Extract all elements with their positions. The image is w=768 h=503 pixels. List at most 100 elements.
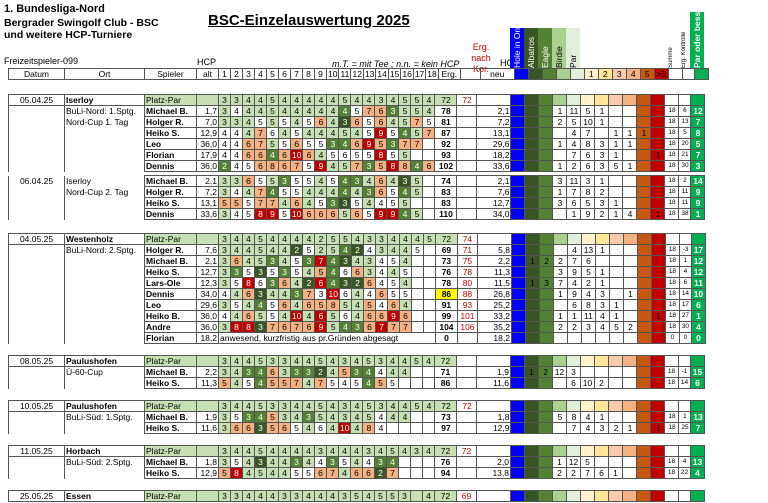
player-stat [650, 116, 666, 128]
player-stat [538, 467, 553, 479]
hole-score: 5 [398, 149, 412, 161]
hole-score: 4 [338, 467, 351, 479]
player-stat: 6 [566, 299, 582, 311]
hole-score: 4 [326, 127, 340, 139]
player-stat: 8 [566, 411, 582, 423]
player-row: Dennis 33,6 3 4 5 8 9 5 10 6 6 6 5 6 5 9 9 4 5 110 34,0 1 9 2 1 4… [8, 208, 706, 220]
player-kor: 80 [456, 277, 478, 289]
player-name: Lars-Ole [144, 277, 197, 289]
col-hole: 7 [290, 68, 303, 80]
hole-score: 5 [410, 208, 424, 220]
player-stat [622, 310, 638, 322]
player-stat [636, 186, 652, 198]
player-stat: 1 [552, 310, 568, 322]
par-sum-kor: 72 [456, 94, 478, 106]
player-stat: 9 [566, 266, 582, 278]
player-row: BuLi-Süd: 2.Sptg. Michael B. 1,8 3 5 4 3 4 4 3 4 4 3… [8, 456, 705, 468]
player-hcp: 12,9 [196, 127, 219, 139]
player-row: Nord-Cup 1. Tag Holger R. 7,0 3 3 4 5 5 5 4 5 6 4 3 6 5… [8, 116, 706, 128]
hole-score: 6 [278, 299, 291, 311]
hole-score: 4 [289, 105, 304, 117]
hole-score: 4 [266, 467, 279, 479]
player-stat [510, 105, 526, 117]
par-hole: 4 [242, 94, 255, 106]
hole-score: 2 [314, 244, 328, 256]
player-stat: 1 [524, 255, 540, 267]
hole-score: 5 [350, 197, 364, 209]
player-erg: 93 [434, 149, 458, 161]
hole-score: 3 [278, 175, 291, 187]
hole-score: 3 [242, 411, 255, 423]
par-hcp [196, 445, 219, 457]
event-place: Horbach [64, 445, 145, 457]
par-ctl [678, 233, 692, 245]
hole-score: 4 [242, 127, 255, 139]
player-stat: 13 [580, 244, 596, 256]
hole-score: 4 [302, 377, 315, 389]
player-stat [524, 456, 539, 468]
hole-score: 5 [386, 197, 400, 209]
par-summe [664, 445, 679, 457]
player-stat: 6 [580, 255, 596, 267]
hole-score: 4 [278, 197, 291, 209]
hole-score: 5 [290, 422, 303, 434]
hole-score [422, 456, 435, 468]
par-hole: 5 [266, 94, 279, 106]
player-kor [456, 456, 477, 468]
par-hole: 4 [422, 355, 435, 367]
player-stat [538, 377, 553, 389]
player-stat: 11 [566, 105, 582, 117]
par-hole: 4 [398, 355, 411, 367]
par-hole: 4 [289, 94, 304, 106]
par-hcp [196, 355, 219, 367]
player-stat [552, 244, 568, 256]
hole-score: 3 [218, 299, 231, 311]
par-stat [510, 233, 526, 245]
hole-score: 4 [302, 105, 316, 117]
event-date [8, 208, 65, 220]
hole-score: 2 [350, 244, 364, 256]
hole-score [398, 456, 411, 468]
par-stat [650, 355, 665, 367]
player-stat: 3 [552, 266, 568, 278]
par-hole: 4 [326, 400, 339, 412]
player-stat: 2 [608, 422, 624, 434]
par-stat [622, 445, 637, 457]
player-kor [456, 105, 478, 117]
player-erg: 74 [434, 175, 458, 187]
player-name: Michael B. [144, 456, 197, 468]
player-name: Andre [144, 321, 197, 333]
player-stat: 1 [594, 411, 610, 423]
hole-score: 5 [302, 160, 316, 172]
player-erg: 73 [434, 411, 458, 423]
hole-score: 5 [218, 197, 231, 209]
hole-score: 5 [326, 244, 340, 256]
col-ctl [681, 68, 695, 80]
player-pob: 9 [690, 186, 706, 198]
par-hole: 3 [218, 445, 231, 457]
player-stat [524, 208, 540, 220]
event-ort: BuLi-Süd: 2.Sptg. [64, 456, 145, 468]
player-erg: 110 [434, 208, 458, 220]
player-stat [524, 332, 540, 344]
player-stat [636, 366, 651, 378]
hole-score: 5 [278, 186, 291, 198]
par-stat [538, 94, 554, 106]
player-ctl: 0 [678, 332, 692, 344]
player-stat [650, 467, 665, 479]
stat-header-0: Hole in One [510, 23, 524, 68]
event-date [8, 456, 65, 468]
par-ctl [678, 490, 691, 502]
player-erg: 73 [434, 255, 458, 267]
par-hole: 5 [362, 355, 375, 367]
player-row: Lars-Ole 12,3 3 5 8 6 3 6 4 2 6 4 3 2 6 4 5 4 78 80 11,5 1 3 7 4… [8, 277, 706, 289]
hole-score: 3 [218, 105, 231, 117]
player-stat: 1 [622, 160, 638, 172]
hole-score: 9 [314, 321, 328, 333]
hole-score: 7 [326, 467, 339, 479]
player-stat [524, 321, 540, 333]
player-stat [524, 266, 540, 278]
player-hcp: 36,0 [196, 310, 219, 322]
player-kor: 71 [456, 244, 478, 256]
col-stat [569, 68, 585, 80]
